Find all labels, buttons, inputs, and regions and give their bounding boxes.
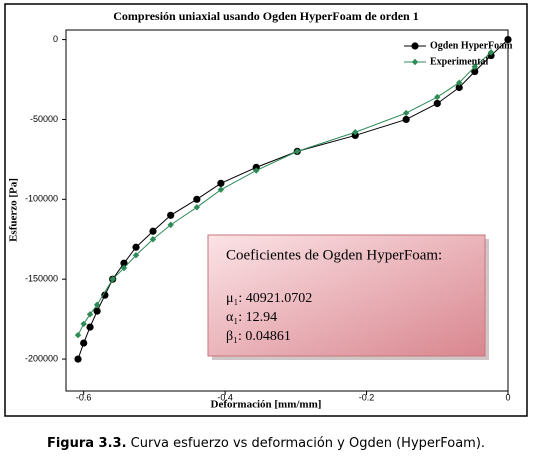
data-point bbox=[294, 148, 301, 155]
data-point bbox=[352, 129, 359, 136]
data-point bbox=[402, 115, 410, 124]
y-tick-label: -200000 bbox=[25, 353, 58, 363]
legend-label: Ogden HyperFoam bbox=[430, 40, 513, 51]
data-point bbox=[253, 167, 260, 174]
caption-text: Curva esfuerzo vs deformación y Ogden (H… bbox=[127, 436, 486, 451]
data-point bbox=[193, 195, 201, 203]
data-point bbox=[80, 320, 87, 328]
data-point bbox=[167, 221, 174, 229]
legend-label: Experimental bbox=[430, 56, 489, 67]
plot-area bbox=[65, 29, 509, 392]
data-point bbox=[80, 339, 88, 347]
y-tick-label: -100000 bbox=[25, 194, 58, 204]
y-tick-label: -150000 bbox=[25, 274, 58, 284]
data-point bbox=[86, 311, 94, 318]
annotation-heading: Coeficientes de Ogden HyperFoam: bbox=[226, 247, 442, 263]
data-point bbox=[434, 93, 441, 101]
data-point bbox=[101, 291, 109, 299]
data-point bbox=[402, 109, 410, 117]
data-point bbox=[456, 79, 463, 86]
data-point bbox=[120, 259, 128, 267]
data-point bbox=[120, 264, 128, 272]
data-point bbox=[167, 211, 175, 219]
chart-title: Compresión uniaxial usando Ogden HyperFo… bbox=[113, 9, 418, 23]
y-axis-label: Esfuerzo [Pa] bbox=[8, 178, 20, 242]
data-point bbox=[149, 227, 157, 235]
data-point bbox=[471, 63, 478, 70]
data-point bbox=[433, 99, 441, 108]
x-tick-label: 0 bbox=[505, 392, 510, 402]
data-point bbox=[74, 355, 82, 363]
data-point bbox=[109, 275, 116, 283]
caption: Figura 3.3. Curva esfuerzo vs deformació… bbox=[47, 436, 485, 451]
annotation-box bbox=[207, 234, 486, 357]
data-point bbox=[93, 301, 101, 308]
y-tick-label: -50000 bbox=[30, 114, 58, 124]
data-point bbox=[86, 323, 94, 331]
data-point bbox=[504, 35, 512, 44]
x-tick-label: -0.2 bbox=[359, 392, 375, 402]
data-point bbox=[149, 236, 157, 243]
data-point bbox=[132, 243, 140, 251]
data-point bbox=[217, 186, 225, 193]
y-tick-label: 0 bbox=[53, 34, 58, 44]
data-point bbox=[93, 307, 101, 315]
x-tick-label: -0.4 bbox=[217, 392, 233, 402]
legend-marker bbox=[411, 42, 419, 50]
data-point bbox=[74, 331, 82, 339]
data-point bbox=[455, 83, 463, 92]
annotation-line: μ₁: 40921.0702 bbox=[226, 291, 312, 306]
data-point bbox=[487, 49, 495, 56]
x-axis-label: Deformación [mm/mm] bbox=[211, 399, 322, 411]
data-point bbox=[132, 252, 140, 259]
x-tick-label: -0.6 bbox=[76, 392, 92, 402]
annotation-line: α₁: 12.94 bbox=[226, 310, 277, 325]
data-point bbox=[217, 179, 225, 187]
annotation-line: β₁: 0.04861 bbox=[226, 329, 291, 344]
caption-label: Figura 3.3. bbox=[47, 436, 127, 451]
data-point bbox=[193, 204, 201, 211]
data-point bbox=[471, 67, 479, 76]
legend-marker bbox=[411, 58, 419, 66]
